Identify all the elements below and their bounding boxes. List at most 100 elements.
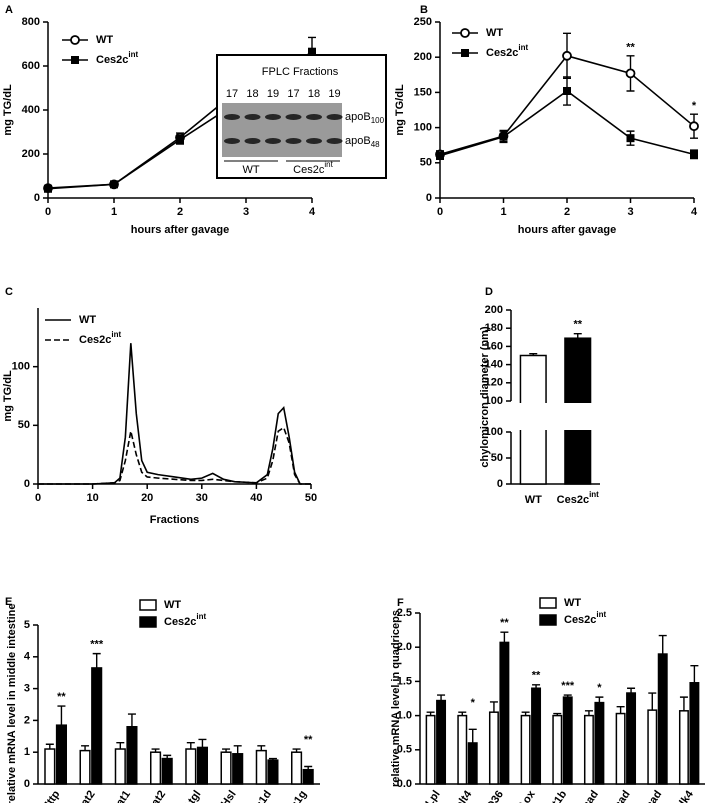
bar xyxy=(149,751,162,785)
error-bar xyxy=(268,757,277,761)
bar xyxy=(290,751,303,785)
x-tick-label-text: Ces2c xyxy=(557,494,589,506)
y-tick-label: 0 xyxy=(497,478,503,490)
y-tick-label: 100 xyxy=(485,426,503,438)
legend-label-sup: int xyxy=(196,612,206,621)
legend-label-text: Ces2c xyxy=(164,616,196,628)
error-bar xyxy=(92,652,101,668)
legend-label: WT xyxy=(79,314,96,326)
marker xyxy=(562,50,572,61)
error-bar xyxy=(437,694,446,701)
error-bar xyxy=(679,696,688,711)
x-tick-label-text: WT xyxy=(525,494,542,506)
x-tick-label: 30 xyxy=(196,492,208,504)
error-bar xyxy=(257,745,266,751)
y-tick-label: 100 xyxy=(12,361,30,373)
annotation: ** xyxy=(532,670,541,682)
error-bar xyxy=(532,684,541,689)
legend-marker xyxy=(70,35,80,45)
x-tick-label: 0 xyxy=(45,206,51,218)
error-bar xyxy=(116,741,125,750)
y-axis-title: mg TG/dL xyxy=(394,84,406,136)
band xyxy=(244,114,261,120)
x-tick-label: 1 xyxy=(500,206,506,218)
y-tick-label: 0 xyxy=(24,478,30,490)
bar xyxy=(425,714,436,785)
y-tick-label: 0.5 xyxy=(397,744,412,756)
bar xyxy=(657,653,668,785)
y-tick-label: 200 xyxy=(414,51,432,63)
bar xyxy=(232,753,244,785)
band-label-sub: 48 xyxy=(371,140,380,149)
error-bar xyxy=(627,687,636,694)
y-tick-label: 250 xyxy=(414,16,432,28)
error-bar xyxy=(222,748,231,753)
y-tick-label: 5 xyxy=(24,619,30,631)
error-bar xyxy=(690,664,699,683)
annotation: ** xyxy=(500,617,509,629)
y-tick-label: 200 xyxy=(22,148,40,160)
y-tick-label: 600 xyxy=(22,60,40,72)
legend-label: WT xyxy=(96,34,113,46)
bar xyxy=(457,714,468,785)
error-bar xyxy=(468,728,477,743)
x-tick-label: WT xyxy=(525,494,542,506)
lane-label: 17 xyxy=(287,88,299,100)
marker xyxy=(625,68,636,79)
y-tick-label: 0.0 xyxy=(397,778,412,790)
y-tick-label: 800 xyxy=(22,16,40,28)
bar xyxy=(488,711,499,785)
x-tick-label: 10 xyxy=(86,492,98,504)
error-bar xyxy=(163,754,172,759)
inset-title: FPLC Fractions xyxy=(262,66,339,78)
x-axis-title: hours after gavage xyxy=(131,224,229,236)
legend-label-text: WT xyxy=(486,27,503,39)
y-tick-label: 150 xyxy=(414,86,432,98)
annotation: ** xyxy=(57,691,66,703)
x-tick-label-sup: int xyxy=(589,490,599,499)
y-tick-label: 400 xyxy=(22,104,40,116)
error-bar xyxy=(658,634,667,655)
legend-label-text: WT xyxy=(79,314,96,326)
bar xyxy=(615,712,626,785)
y-tick-label: 120 xyxy=(485,377,503,389)
error-bar xyxy=(127,713,136,727)
y-axis-title: chylomicron diameter (nm) xyxy=(479,326,491,468)
y-axis-title: mg TG/dL xyxy=(2,370,14,422)
x-tick-label: 50 xyxy=(305,492,317,504)
bar xyxy=(594,701,605,785)
legend-label-text: Ces2c xyxy=(96,54,128,66)
y-tick-label: 1 xyxy=(24,746,30,758)
legend-label-text: Ces2c xyxy=(486,47,518,59)
bar xyxy=(91,667,103,785)
error-bar xyxy=(233,745,242,754)
band-label-text: apoB xyxy=(345,111,371,123)
x-tick-label: 2 xyxy=(177,206,183,218)
legend-label: Ces2cint xyxy=(96,50,139,66)
marker xyxy=(44,184,52,193)
x-axis-title: Fractions xyxy=(150,514,200,526)
y-tick-label: 3 xyxy=(24,683,30,695)
legend-marker xyxy=(460,28,470,38)
series-line xyxy=(38,426,311,485)
marker xyxy=(563,86,571,95)
y-tick-label: 0 xyxy=(24,778,30,790)
bar xyxy=(267,759,279,785)
panel-label: E xyxy=(5,596,12,608)
bar xyxy=(531,687,542,785)
y-tick-label: 50 xyxy=(420,157,432,169)
legend-marker xyxy=(71,56,79,64)
band xyxy=(224,138,240,144)
error-bar xyxy=(573,332,582,339)
panel-label: C xyxy=(5,286,13,298)
y-axis-title: relative mRNA level in middle intestine xyxy=(6,604,18,803)
y-tick-label: 140 xyxy=(485,359,503,371)
y-tick-label: 2.5 xyxy=(397,607,412,619)
annotation: ** xyxy=(304,734,313,746)
band xyxy=(306,114,322,120)
error-bar xyxy=(563,694,572,698)
x-tick-label: 4 xyxy=(309,206,316,218)
x-tick-label: 0 xyxy=(35,492,41,504)
error-bar xyxy=(304,765,313,770)
